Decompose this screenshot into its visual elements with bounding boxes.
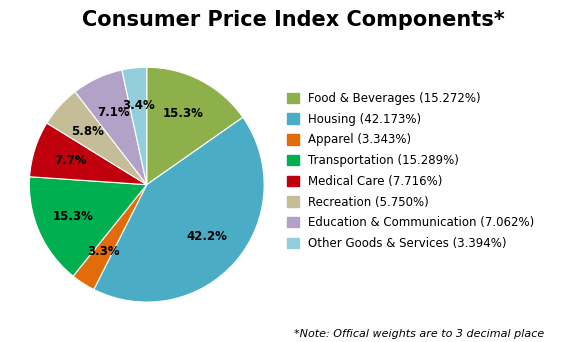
Wedge shape	[47, 92, 147, 185]
Text: 3.4%: 3.4%	[122, 99, 154, 112]
Text: 7.7%: 7.7%	[55, 154, 87, 167]
Text: 15.3%: 15.3%	[53, 210, 94, 223]
Wedge shape	[29, 123, 147, 185]
Wedge shape	[29, 177, 147, 276]
Text: Consumer Price Index Components*: Consumer Price Index Components*	[82, 10, 505, 30]
Wedge shape	[73, 185, 147, 289]
Text: 3.3%: 3.3%	[87, 245, 120, 258]
Text: 5.8%: 5.8%	[71, 125, 104, 138]
Wedge shape	[94, 117, 264, 302]
Wedge shape	[147, 67, 243, 185]
Text: 15.3%: 15.3%	[163, 107, 204, 120]
Text: 7.1%: 7.1%	[97, 106, 129, 119]
Text: 42.2%: 42.2%	[187, 231, 228, 244]
Text: *Note: Offical weights are to 3 decimal place: *Note: Offical weights are to 3 decimal …	[294, 329, 544, 339]
Legend: Food & Beverages (15.272%), Housing (42.173%), Apparel (3.343%), Transportation : Food & Beverages (15.272%), Housing (42.…	[285, 90, 537, 252]
Wedge shape	[75, 70, 147, 185]
Wedge shape	[122, 67, 147, 185]
